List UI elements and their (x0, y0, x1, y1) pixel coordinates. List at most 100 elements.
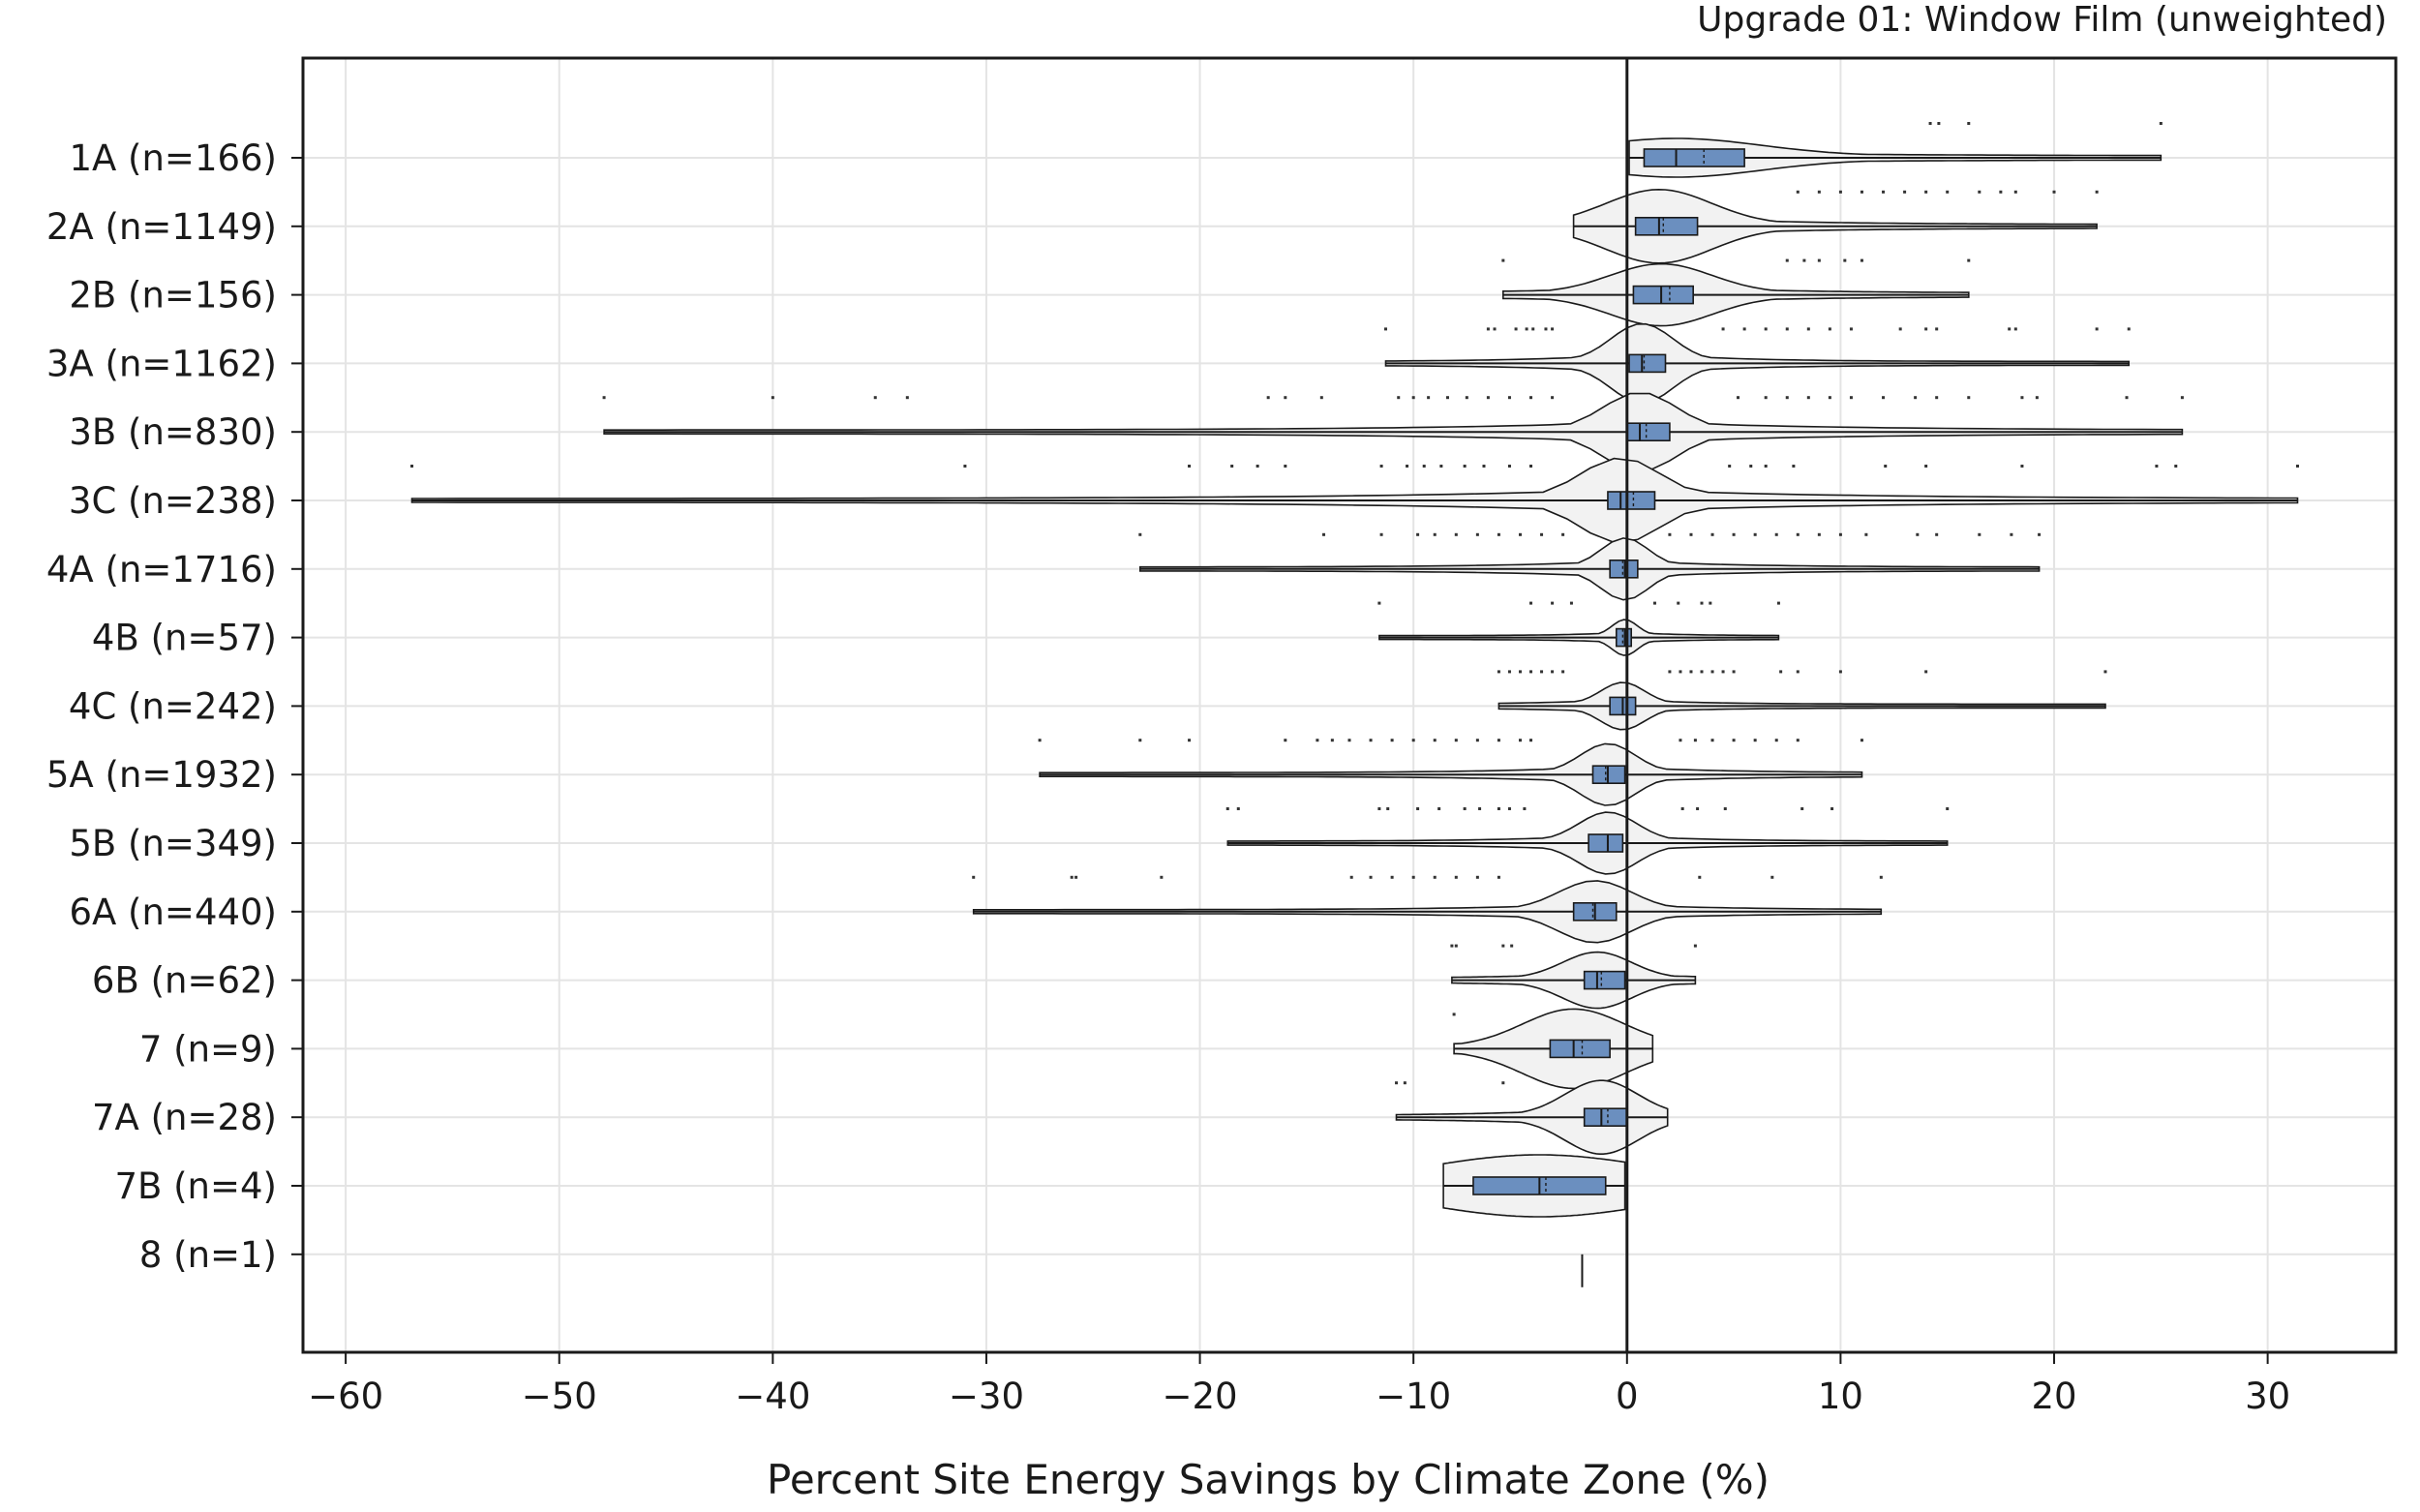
outlier-point (1652, 601, 1656, 605)
outlier-point (1330, 739, 1334, 742)
outlier-point (1937, 122, 1941, 125)
outlier-point (1689, 532, 1693, 536)
outlier-point (1349, 875, 1353, 879)
outlier-point (1450, 944, 1454, 948)
outlier-point (1497, 670, 1500, 674)
outlier-point (1188, 739, 1192, 742)
category-axis: 1A (n=166) 2A (n=1149) 2B (n=156) 3A (n=116… (46, 137, 303, 1276)
outlier-point (1551, 327, 1555, 331)
outlier-point (1397, 396, 1401, 400)
category-label: 3C (n=238) (69, 480, 277, 522)
category-label: 7B (n=4) (114, 1165, 277, 1207)
outlier-point (1266, 396, 1270, 400)
violin-group (1501, 258, 1971, 327)
outlier-point (1774, 532, 1778, 536)
violin-group (1225, 807, 1950, 875)
outlier-point (1497, 739, 1500, 742)
outlier-point (1924, 327, 1928, 331)
outlier-point (2155, 465, 2159, 468)
outlier-point (1433, 739, 1437, 742)
outlier-point (1452, 1013, 1456, 1016)
outlier-point (1924, 190, 1928, 194)
outlier-point (1849, 327, 1853, 331)
outlier-point (1518, 739, 1522, 742)
outlier-point (1830, 807, 1834, 810)
outlier-point (1531, 327, 1535, 331)
outlier-point (1284, 739, 1287, 742)
outlier-point (1916, 532, 1920, 536)
outlier-point (1561, 670, 1565, 674)
outlier-point (1710, 739, 1714, 742)
outlier-point (1225, 807, 1229, 810)
outlier-point (1433, 532, 1437, 536)
outlier-point (1507, 396, 1511, 400)
outlier-point (1074, 875, 1078, 879)
outlier-point (1764, 396, 1768, 400)
outlier-point (1486, 396, 1490, 400)
outlier-point (1569, 601, 1573, 605)
outlier-point (1507, 670, 1511, 674)
outlier-point (1860, 739, 1863, 742)
outlier-point (1411, 739, 1415, 742)
outlier-point (1843, 258, 1847, 262)
outlier-point (1551, 396, 1555, 400)
outlier-point (1928, 122, 1932, 125)
x-tick-label: 10 (1818, 1376, 1863, 1417)
outlier-point (1454, 875, 1458, 879)
violin-group (1395, 1079, 1669, 1155)
outlier-point (1255, 465, 1259, 468)
chart-title: Upgrade 01: Window Film (unweighted) (1697, 0, 2387, 40)
outlier-point (2008, 327, 2012, 331)
outlier-point (963, 465, 967, 468)
outlier-point (1935, 396, 1939, 400)
violins (410, 122, 2300, 1287)
outlier-point (1696, 807, 1700, 810)
outlier-point (1319, 396, 1323, 400)
outlier-point (1779, 670, 1783, 674)
outlier-point (1322, 532, 1326, 536)
iqr-box (1628, 353, 1667, 374)
outlier-point (1800, 807, 1804, 810)
outlier-point (1529, 670, 1533, 674)
x-tick-label: −30 (949, 1376, 1024, 1417)
violin-group (1384, 322, 2131, 404)
iqr-box (1625, 422, 1671, 442)
outlier-point (1732, 670, 1736, 674)
outlier-point (1785, 396, 1789, 400)
outlier-point (1551, 670, 1555, 674)
outlier-point (1160, 875, 1164, 879)
violin-group (1442, 1154, 1626, 1218)
iqr-box (1615, 627, 1633, 648)
category-label: 7A (n=28) (92, 1097, 277, 1138)
outlier-point (2296, 465, 2300, 468)
outlier-point (1284, 465, 1287, 468)
outlier-point (1792, 465, 1796, 468)
outlier-point (1544, 327, 1548, 331)
outlier-point (1693, 739, 1697, 742)
violin-group (1497, 670, 2107, 731)
outlier-point (1677, 601, 1680, 605)
outlier-point (1721, 327, 1725, 331)
outlier-point (1785, 327, 1789, 331)
outlier-point (2035, 396, 2039, 400)
outlier-point (1478, 807, 1482, 810)
outlier-point (410, 465, 414, 468)
outlier-point (1497, 875, 1500, 879)
outlier-point (2174, 465, 2178, 468)
outlier-point (1379, 465, 1383, 468)
category-label: 6A (n=440) (69, 892, 277, 933)
outlier-point (1924, 465, 1928, 468)
iqr-box (1591, 765, 1626, 785)
violin-group (1452, 1008, 1654, 1090)
outlier-point (1416, 807, 1420, 810)
category-label: 4C (n=242) (69, 685, 277, 727)
outlier-point (2125, 396, 2129, 400)
x-tick-label: 20 (2031, 1376, 2076, 1417)
violin-group (410, 457, 2300, 544)
violin-group (1572, 188, 2099, 264)
outlier-point (1386, 807, 1390, 810)
outlier-point (1764, 465, 1768, 468)
outlier-point (1501, 258, 1505, 262)
outlier-point (2159, 122, 2163, 125)
